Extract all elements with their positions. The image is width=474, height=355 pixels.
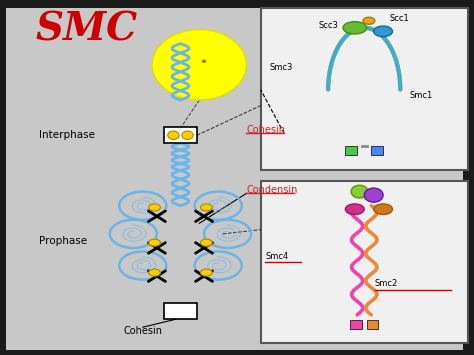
FancyBboxPatch shape: [261, 181, 468, 343]
Circle shape: [182, 131, 193, 140]
Bar: [371, 146, 383, 155]
Text: Smc3: Smc3: [270, 63, 293, 72]
Text: Condensin: Condensin: [246, 185, 298, 195]
Ellipse shape: [343, 22, 366, 34]
Ellipse shape: [201, 204, 212, 211]
Ellipse shape: [346, 204, 364, 214]
Text: Smc2: Smc2: [374, 279, 398, 288]
Ellipse shape: [201, 269, 212, 276]
Text: Smc1: Smc1: [410, 91, 433, 99]
Ellipse shape: [201, 239, 212, 246]
Text: Cohesin: Cohesin: [246, 125, 285, 135]
Circle shape: [351, 185, 368, 198]
FancyBboxPatch shape: [6, 9, 463, 350]
Ellipse shape: [363, 17, 375, 24]
Bar: [366, 320, 378, 329]
Text: SMC: SMC: [35, 11, 137, 49]
Text: Scc3: Scc3: [319, 21, 338, 30]
Circle shape: [168, 131, 179, 140]
Text: Cohesin: Cohesin: [123, 326, 162, 336]
Circle shape: [364, 188, 383, 202]
Ellipse shape: [149, 239, 160, 246]
Bar: [164, 304, 197, 319]
Text: Prophase: Prophase: [39, 236, 87, 246]
Text: Smc4: Smc4: [265, 252, 289, 261]
Bar: [350, 320, 362, 329]
Text: Scc1: Scc1: [389, 15, 409, 23]
Ellipse shape: [374, 204, 392, 214]
Bar: [164, 127, 197, 143]
Ellipse shape: [149, 269, 160, 276]
Circle shape: [201, 60, 206, 63]
Bar: [346, 146, 357, 155]
Ellipse shape: [374, 26, 392, 37]
FancyBboxPatch shape: [261, 9, 468, 170]
Ellipse shape: [149, 204, 160, 211]
Circle shape: [152, 29, 246, 100]
Text: Interphase: Interphase: [39, 130, 95, 140]
